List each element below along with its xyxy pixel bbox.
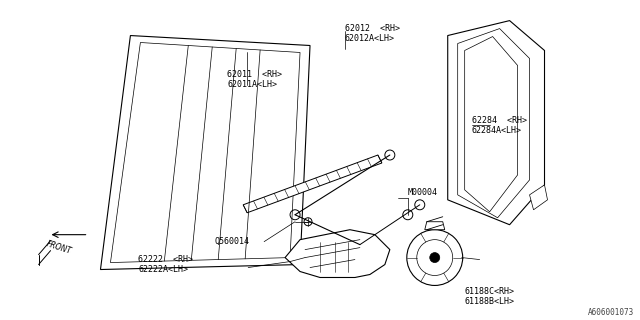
Polygon shape [285, 230, 390, 277]
Polygon shape [465, 36, 518, 212]
Polygon shape [425, 222, 445, 230]
Circle shape [430, 252, 440, 262]
Text: Q560014: Q560014 [214, 237, 249, 246]
Polygon shape [111, 43, 300, 262]
Text: 62011  <RH>: 62011 <RH> [227, 70, 282, 79]
Text: 62222  <RH>: 62222 <RH> [138, 255, 193, 264]
Text: 61188C<RH>: 61188C<RH> [465, 287, 515, 296]
Polygon shape [100, 36, 310, 269]
Polygon shape [243, 155, 382, 213]
Polygon shape [458, 28, 529, 218]
Text: 61188B<LH>: 61188B<LH> [465, 297, 515, 307]
Text: 62284  <RH>: 62284 <RH> [472, 116, 527, 125]
Polygon shape [448, 20, 545, 225]
Text: 62222A<LH>: 62222A<LH> [138, 265, 188, 274]
Polygon shape [529, 185, 547, 210]
Text: 62012  <RH>: 62012 <RH> [345, 24, 400, 33]
Text: FRONT: FRONT [45, 240, 72, 256]
Text: 62012A<LH>: 62012A<LH> [345, 34, 395, 43]
Text: M00004: M00004 [408, 188, 438, 197]
Text: 62284A<LH>: 62284A<LH> [472, 126, 522, 135]
Text: 62011A<LH>: 62011A<LH> [227, 80, 277, 89]
Text: A606001073: A606001073 [588, 308, 634, 317]
